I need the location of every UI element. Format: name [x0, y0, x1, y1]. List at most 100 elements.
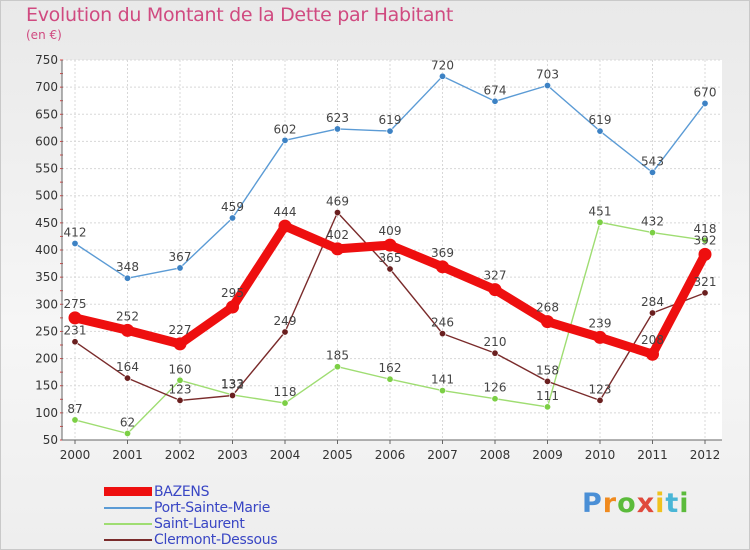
data-point-saint-laurent — [333, 363, 341, 371]
data-point-saint-laurent — [438, 387, 446, 395]
y-tick-label: 200 — [35, 352, 58, 366]
data-label-bazens: 268 — [536, 301, 559, 315]
data-label-port-sainte-marie: 619 — [589, 113, 612, 127]
data-point-bazens — [698, 247, 712, 261]
data-point-clermont-dessous — [386, 265, 394, 273]
data-label-port-sainte-marie: 670 — [694, 85, 717, 99]
data-label-bazens: 252 — [116, 309, 139, 323]
legend-swatch — [104, 507, 152, 509]
data-label-clermont-dessous: 321 — [694, 275, 717, 289]
data-point-saint-laurent — [543, 403, 551, 411]
data-label-clermont-dessous: 123 — [589, 382, 612, 396]
data-point-bazens — [593, 330, 607, 344]
legend-label: Clermont-Dessous — [154, 532, 278, 548]
data-label-port-sainte-marie: 720 — [431, 58, 454, 72]
data-label-saint-laurent: 432 — [641, 215, 664, 229]
data-point-clermont-dessous — [438, 330, 446, 338]
data-label-bazens: 369 — [431, 246, 454, 260]
y-tick-label: 450 — [35, 216, 58, 230]
data-point-bazens — [278, 219, 292, 233]
data-label-port-sainte-marie: 674 — [484, 83, 507, 97]
data-label-saint-laurent: 141 — [431, 373, 454, 387]
data-label-bazens: 295 — [221, 286, 244, 300]
data-label-clermont-dessous: 164 — [116, 360, 139, 374]
data-label-bazens: 402 — [326, 228, 349, 242]
data-label-bazens: 392 — [694, 233, 717, 247]
data-point-port-sainte-marie — [701, 99, 709, 107]
x-tick-label: 2001 — [112, 448, 143, 462]
data-label-saint-laurent: 118 — [274, 385, 297, 399]
data-label-bazens: 444 — [274, 205, 297, 219]
y-tick-label: 600 — [35, 134, 58, 148]
data-label-port-sainte-marie: 459 — [221, 200, 244, 214]
data-point-port-sainte-marie — [386, 127, 394, 135]
y-tick-label: 750 — [35, 53, 58, 67]
logo-letter: t — [665, 488, 680, 519]
data-label-clermont-dessous: 123 — [169, 382, 192, 396]
data-label-saint-laurent: 133 — [221, 377, 244, 391]
legend-label: BAZENS — [154, 484, 210, 500]
data-label-port-sainte-marie: 602 — [274, 122, 297, 136]
data-label-saint-laurent: 111 — [536, 389, 559, 403]
data-point-saint-laurent — [386, 375, 394, 383]
data-label-port-sainte-marie: 703 — [536, 68, 559, 82]
data-label-saint-laurent: 62 — [120, 415, 135, 429]
data-label-saint-laurent: 162 — [379, 361, 402, 375]
legend-item: Clermont-Dessous — [104, 532, 404, 548]
legend-label: Saint-Laurent — [154, 516, 245, 532]
data-label-port-sainte-marie: 543 — [641, 154, 664, 168]
data-label-clermont-dessous: 231 — [64, 324, 87, 338]
data-point-port-sainte-marie — [648, 168, 656, 176]
data-point-port-sainte-marie — [71, 239, 79, 247]
legend-item: Saint-Laurent — [104, 516, 404, 532]
y-tick-label: 350 — [35, 270, 58, 284]
x-tick-label: 2008 — [480, 448, 511, 462]
x-tick-label: 2000 — [60, 448, 91, 462]
x-tick-label: 2002 — [165, 448, 196, 462]
legend-swatch — [104, 487, 152, 496]
data-point-clermont-dessous — [176, 396, 184, 404]
y-tick-label: 100 — [35, 406, 58, 420]
logo-letter: r — [602, 488, 618, 519]
data-label-port-sainte-marie: 619 — [379, 113, 402, 127]
data-label-saint-laurent: 418 — [694, 222, 717, 236]
logo-letter: x — [636, 488, 656, 519]
chart-subtitle: (en €) — [26, 28, 62, 42]
data-point-port-sainte-marie — [596, 127, 604, 135]
x-tick-label: 2006 — [375, 448, 406, 462]
proxiti-logo: Proxiti — [582, 488, 690, 519]
data-label-bazens: 227 — [169, 323, 192, 337]
y-tick-label: 250 — [35, 324, 58, 338]
data-point-saint-laurent — [71, 416, 79, 424]
data-point-port-sainte-marie — [438, 72, 446, 80]
y-tick-label: 400 — [35, 243, 58, 257]
data-point-clermont-dessous — [281, 328, 289, 336]
y-tick-label: 150 — [35, 379, 58, 393]
data-label-bazens: 239 — [589, 316, 612, 330]
data-point-bazens — [488, 283, 502, 297]
x-tick-label: 2004 — [270, 448, 301, 462]
legend-item: Port-Sainte-Marie — [104, 500, 404, 516]
data-label-bazens: 208 — [641, 333, 664, 347]
data-point-bazens — [68, 311, 82, 325]
data-label-saint-laurent: 87 — [67, 402, 82, 416]
data-label-saint-laurent: 126 — [484, 381, 507, 395]
x-tick-label: 2010 — [585, 448, 616, 462]
data-label-saint-laurent: 160 — [169, 362, 192, 376]
data-label-clermont-dessous: 132 — [221, 377, 244, 391]
logo-letter: P — [582, 488, 603, 519]
data-point-saint-laurent — [648, 229, 656, 237]
y-tick-label: 300 — [35, 297, 58, 311]
data-label-port-sainte-marie: 412 — [64, 225, 87, 239]
data-label-bazens: 275 — [64, 297, 87, 311]
data-label-clermont-dessous: 210 — [484, 335, 507, 349]
x-tick-label: 2012 — [690, 448, 721, 462]
data-point-clermont-dessous — [229, 391, 237, 399]
data-label-clermont-dessous: 284 — [641, 295, 664, 309]
x-tick-label: 2003 — [217, 448, 248, 462]
data-point-clermont-dessous — [491, 349, 499, 357]
x-tick-label: 2011 — [637, 448, 668, 462]
data-point-saint-laurent — [176, 376, 184, 384]
chart-title: Evolution du Montant de la Dette par Hab… — [26, 4, 454, 26]
